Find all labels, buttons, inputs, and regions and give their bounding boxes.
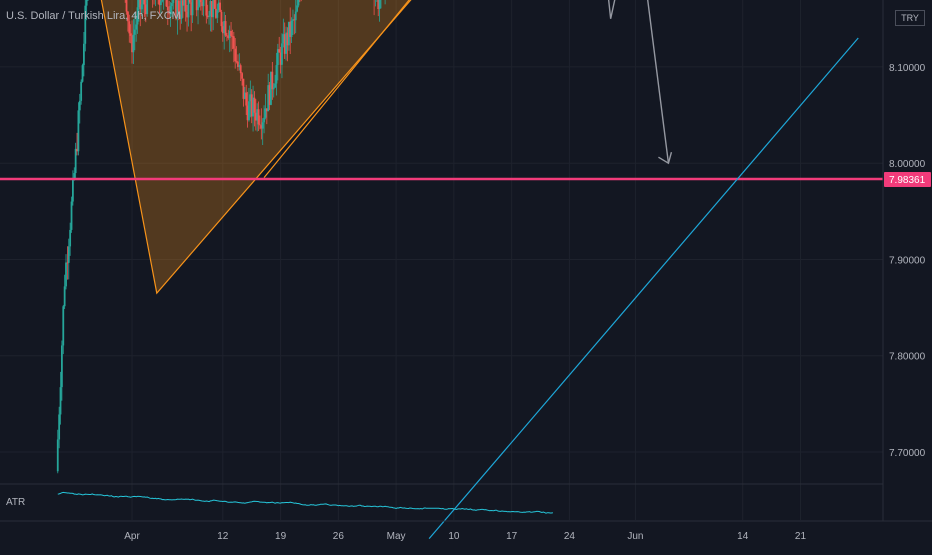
candle-body — [245, 93, 247, 106]
candle-body — [77, 110, 79, 151]
price-tick-label: 7.90000 — [889, 255, 926, 266]
candle-body — [58, 414, 60, 439]
candle-body — [135, 24, 137, 29]
candle-body — [161, 0, 163, 1]
time-tick-label: May — [387, 531, 406, 542]
candle-body — [57, 439, 59, 471]
candle-body — [171, 3, 173, 6]
candle-body — [188, 0, 190, 17]
candle-body — [233, 36, 235, 48]
candle-body — [291, 21, 293, 37]
candle-body — [68, 246, 70, 262]
candle-body — [230, 31, 232, 36]
candle-body — [65, 263, 67, 287]
candle-body — [295, 12, 297, 21]
candle-body — [258, 109, 260, 124]
time-tick-label: 14 — [737, 531, 749, 542]
candle-body — [276, 65, 278, 83]
candle-body — [79, 101, 81, 111]
chart-title: U.S. Dollar / Turkish Lira, 4h, FXCM — [6, 10, 181, 22]
candle-body — [73, 173, 75, 178]
candle-body — [263, 118, 265, 123]
candle-body — [197, 7, 199, 11]
candle-body — [281, 43, 283, 64]
time-tick-label: 19 — [275, 531, 287, 542]
price-tick-label: 8.00000 — [889, 159, 926, 170]
support-price-badge: 7.98361 — [884, 172, 931, 187]
candle-body — [240, 65, 242, 73]
candle-body — [189, 0, 191, 2]
support-price-badge-text: 7.98361 — [889, 175, 926, 186]
candle-body — [248, 101, 250, 120]
candle-body — [259, 124, 261, 125]
candle — [166, 0, 168, 7]
candle-body — [262, 122, 264, 128]
candle-body — [75, 149, 77, 173]
candle-body — [278, 49, 280, 52]
candle-body — [144, 0, 146, 4]
candle-body — [221, 12, 223, 26]
candle-body — [219, 3, 221, 12]
candle-body — [254, 98, 256, 113]
candle-body — [379, 0, 381, 9]
candle-body — [234, 49, 236, 61]
time-tick-label: Jun — [627, 531, 643, 542]
candle-body — [274, 83, 276, 87]
candle-body — [64, 286, 66, 306]
candle-body — [62, 306, 64, 345]
candle-body — [214, 0, 216, 9]
candle-body — [133, 35, 135, 52]
time-tick-label: Apr — [124, 531, 140, 542]
candle-body — [185, 0, 187, 12]
time-tick-label: 24 — [564, 531, 576, 542]
candle — [84, 0, 86, 51]
candle-body — [271, 72, 273, 89]
candle-body — [203, 0, 205, 6]
candle-body — [60, 387, 62, 414]
candle-body — [208, 16, 210, 17]
time-tick-label: 21 — [795, 531, 807, 542]
price-tick-label: 7.70000 — [889, 448, 926, 459]
candle-body — [160, 1, 162, 5]
candle-body — [296, 5, 298, 11]
price-tick-label: 7.80000 — [889, 352, 926, 363]
candle-body — [82, 65, 84, 82]
candle-body — [72, 178, 74, 202]
candle-body — [61, 345, 63, 387]
candle-body — [298, 0, 300, 5]
candle — [82, 64, 84, 83]
candle-body — [216, 10, 218, 18]
time-tick-label: 12 — [217, 531, 229, 542]
candle-body — [71, 202, 73, 230]
candle-body — [86, 0, 88, 6]
atr-indicator-label[interactable]: ATR — [6, 497, 25, 508]
candle — [214, 0, 216, 9]
time-tick-label: 17 — [506, 531, 518, 542]
currency-button[interactable]: TRY — [895, 10, 925, 26]
time-tick-label: 10 — [448, 531, 460, 542]
time-tick-label: 26 — [333, 531, 345, 542]
candle-body — [128, 21, 130, 33]
candle-body — [166, 0, 168, 6]
candle-body — [134, 30, 136, 35]
candle-body — [225, 21, 227, 35]
candle-body — [205, 0, 207, 16]
candle-body — [241, 73, 243, 79]
candle-body — [200, 0, 202, 2]
candle-body — [192, 0, 194, 15]
candle-body — [273, 88, 275, 90]
candle-body — [83, 44, 85, 65]
candle-body — [80, 82, 82, 101]
candle-body — [172, 0, 174, 3]
candle-body — [69, 230, 71, 246]
candle-body — [141, 4, 143, 9]
price-axis-bg — [883, 0, 932, 550]
candle-body — [130, 33, 132, 36]
price-tick-label: 8.10000 — [889, 63, 926, 74]
candle — [71, 197, 73, 233]
